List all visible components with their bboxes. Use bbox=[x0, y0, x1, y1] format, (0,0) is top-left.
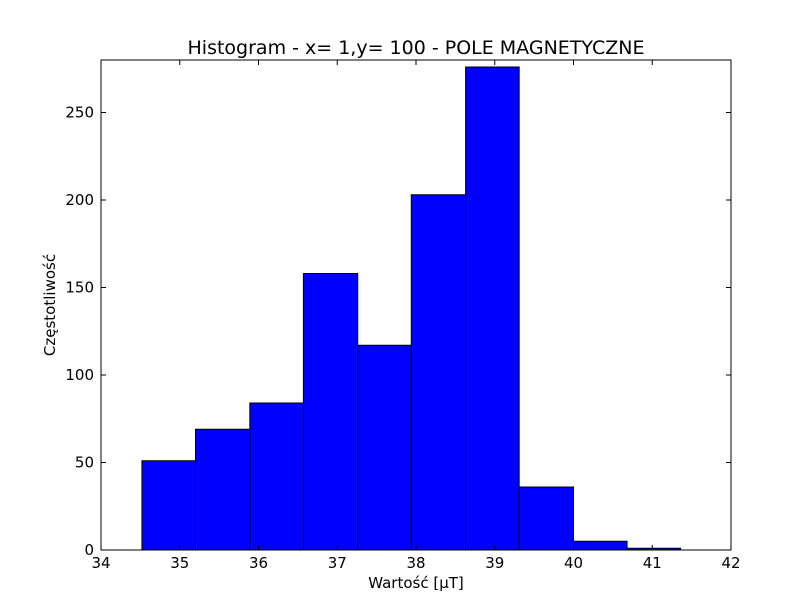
y-tick-label: 200 bbox=[65, 191, 94, 209]
bars-group bbox=[141, 66, 682, 551]
y-tick-label: 100 bbox=[65, 366, 94, 384]
y-tick-label: 50 bbox=[75, 454, 94, 472]
histogram-bar bbox=[302, 273, 359, 551]
histogram-bar bbox=[465, 66, 520, 551]
x-tick-label: 40 bbox=[564, 554, 583, 572]
histogram-bar bbox=[518, 486, 574, 551]
x-tick-label: 38 bbox=[406, 554, 425, 572]
y-tick-label: 150 bbox=[65, 279, 94, 297]
histogram-bar bbox=[249, 402, 304, 551]
x-tick-label: 42 bbox=[721, 554, 740, 572]
x-tick-label: 41 bbox=[643, 554, 662, 572]
y-axis-ticks: 0 50 100 150 200 250 bbox=[65, 104, 731, 559]
chart-title: Histogram - x= 1,y= 100 - POLE MAGNETYCZ… bbox=[188, 37, 645, 59]
y-axis-label: Częstotliwość bbox=[41, 254, 59, 356]
y-tick-label: 0 bbox=[84, 541, 94, 559]
x-tick-label: 36 bbox=[249, 554, 268, 572]
histogram-bar bbox=[141, 460, 196, 551]
histogram-bar bbox=[357, 344, 412, 551]
histogram-bar bbox=[410, 194, 467, 551]
x-tick-label: 35 bbox=[170, 554, 189, 572]
x-tick-label: 37 bbox=[328, 554, 347, 572]
x-tick-label: 39 bbox=[485, 554, 504, 572]
x-axis-ticks: 34 35 36 37 38 39 40 41 42 bbox=[91, 60, 741, 572]
y-tick-label: 250 bbox=[65, 104, 94, 122]
x-axis-label: Wartość [μT] bbox=[368, 574, 464, 592]
histogram-bar bbox=[195, 428, 251, 551]
histogram-bar bbox=[573, 540, 628, 551]
x-tick-label: 34 bbox=[91, 554, 110, 572]
